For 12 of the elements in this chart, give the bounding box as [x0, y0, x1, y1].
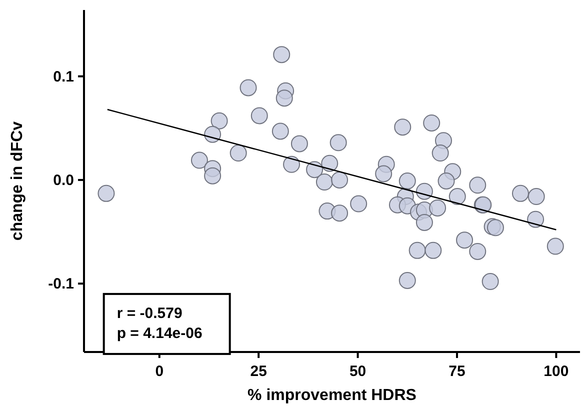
y-axis-title: change in dFCv	[9, 121, 26, 241]
x-tick-label: 75	[448, 363, 466, 380]
x-tick-label: 100	[544, 363, 569, 380]
x-tick-label: 50	[349, 363, 366, 380]
x-tick-label: 25	[250, 363, 267, 380]
annotation: p = 4.14e-06	[116, 324, 202, 342]
x-axis-title: % improvement HDRS	[248, 387, 417, 404]
x-tick-label: 0	[155, 363, 164, 380]
annotation: r = -0.579	[116, 304, 182, 322]
y-tick-label: 0.1	[53, 68, 74, 86]
y-tick-label: -0.1	[48, 276, 74, 293]
y-tick-label: 0.0	[53, 172, 74, 189]
